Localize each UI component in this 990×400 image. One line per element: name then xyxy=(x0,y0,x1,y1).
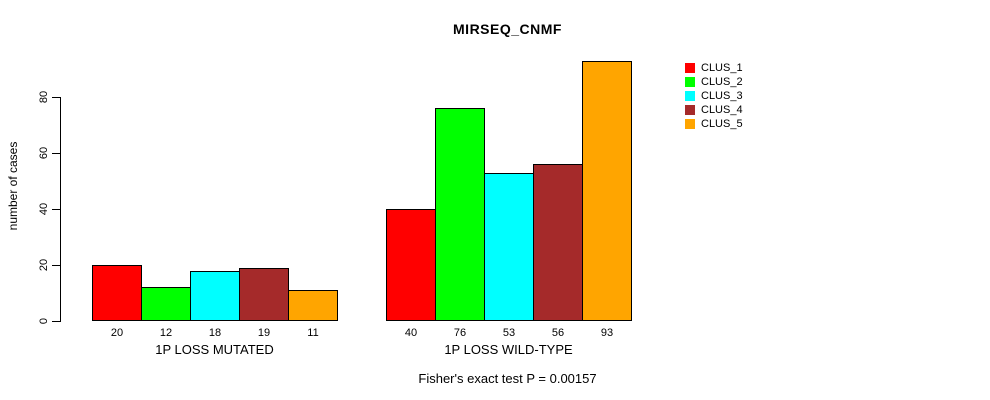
legend-label: CLUS_1 xyxy=(701,62,743,74)
bar-clus-1-group1 xyxy=(92,265,142,321)
bar-value-label: 18 xyxy=(208,327,222,339)
y-tick-label: 80 xyxy=(38,90,50,104)
y-tick-label: 40 xyxy=(38,202,50,216)
x-group-label: 1P LOSS WILD-TYPE xyxy=(444,342,573,357)
bar-value-label: 53 xyxy=(502,327,516,339)
bar-value-label: 19 xyxy=(257,327,271,339)
bar-clus-4-group2 xyxy=(533,164,583,321)
legend-item-clus_3: CLUS_3 xyxy=(685,89,743,103)
bar-clus-2-group1 xyxy=(141,287,191,321)
legend-label: CLUS_3 xyxy=(701,90,743,102)
bar-clus-3-group1 xyxy=(190,271,240,321)
y-tick-label: 60 xyxy=(38,146,50,160)
legend-label: CLUS_5 xyxy=(701,118,743,130)
bar-clus-4-group1 xyxy=(239,268,289,321)
y-tick-mark xyxy=(52,153,60,154)
y-tick-label: 0 xyxy=(38,317,50,325)
bar-clus-3-group2 xyxy=(484,173,534,321)
bar-clus-5-group1 xyxy=(288,290,338,321)
y-tick-mark xyxy=(52,265,60,266)
bar-clus-5-group2 xyxy=(582,61,632,321)
legend-item-clus_1: CLUS_1 xyxy=(685,61,743,75)
legend-swatch-clus_2 xyxy=(685,77,695,87)
legend-swatch-clus_4 xyxy=(685,105,695,115)
y-tick-label: 20 xyxy=(38,258,50,272)
y-tick-mark xyxy=(52,321,60,322)
bar-clus-2-group2 xyxy=(435,108,485,321)
legend-swatch-clus_3 xyxy=(685,91,695,101)
y-axis-label: number of cases xyxy=(6,141,20,231)
bar-value-label: 93 xyxy=(600,327,614,339)
chart-title: MIRSEQ_CNMF xyxy=(453,21,562,37)
bar-value-label: 20 xyxy=(110,327,124,339)
bar-value-label: 56 xyxy=(551,327,565,339)
x-group-label: 1P LOSS MUTATED xyxy=(155,342,274,357)
bar-value-label: 11 xyxy=(307,327,319,339)
fisher-test-caption: Fisher's exact test P = 0.00157 xyxy=(418,371,597,386)
y-axis-line xyxy=(60,97,61,322)
legend-item-clus_2: CLUS_2 xyxy=(685,75,743,89)
legend-item-clus_4: CLUS_4 xyxy=(685,103,743,117)
y-tick-mark xyxy=(52,209,60,210)
legend-item-clus_5: CLUS_5 xyxy=(685,117,743,131)
bar-value-label: 40 xyxy=(404,327,418,339)
legend-swatch-clus_5 xyxy=(685,119,695,129)
legend-label: CLUS_4 xyxy=(701,104,743,116)
y-tick-mark xyxy=(52,97,60,98)
legend: CLUS_1 CLUS_2 CLUS_3 CLUS_4 CLUS_5 xyxy=(685,61,743,131)
bar-value-label: 76 xyxy=(453,327,467,339)
bar-clus-1-group2 xyxy=(386,209,436,321)
legend-label: CLUS_2 xyxy=(701,76,743,88)
bar-value-label: 12 xyxy=(159,327,173,339)
legend-swatch-clus_1 xyxy=(685,63,695,73)
